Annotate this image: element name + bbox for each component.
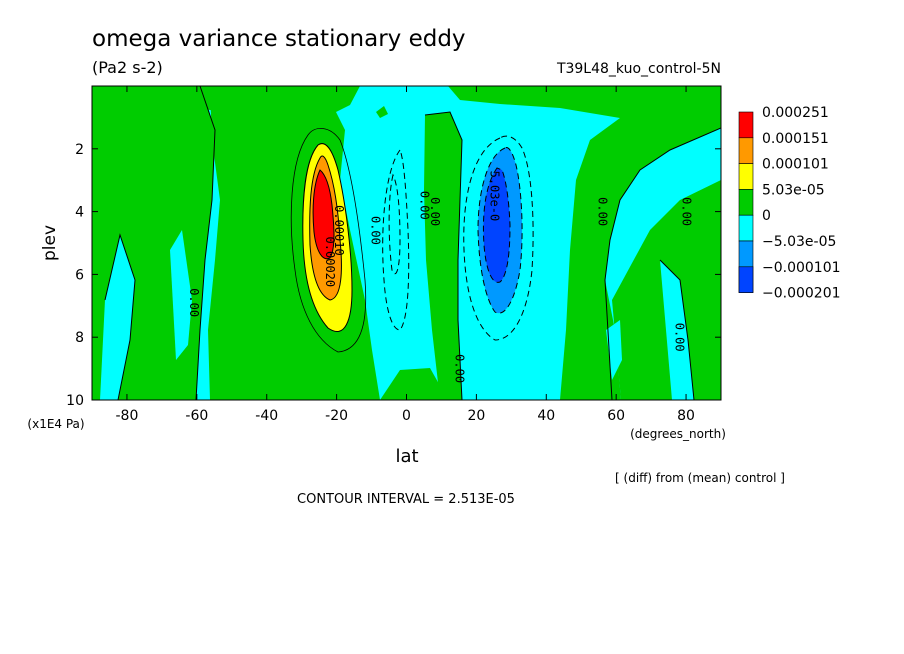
contour-label: 0.00 xyxy=(369,216,383,245)
contour-label: 0.00020 xyxy=(323,237,337,288)
contour-label: 0.00 xyxy=(452,354,466,383)
legend-label: 0 xyxy=(762,208,771,224)
legend-swatch xyxy=(738,189,754,216)
x-tick-label: 0 xyxy=(402,408,411,424)
x-tick-label: -40 xyxy=(255,408,278,424)
x-tick-label: -20 xyxy=(325,408,348,424)
y-tick-label: 10 xyxy=(66,393,84,409)
diff-note: [ (diff) from (mean) control ] xyxy=(615,471,785,485)
contour-label: 0.00010 xyxy=(332,205,346,256)
x-tick-label: 80 xyxy=(677,408,695,424)
x-tick-label: -80 xyxy=(116,408,139,424)
y-tick-label: 2 xyxy=(75,142,84,158)
x-axis-title: lat xyxy=(395,446,418,467)
legend-label: 0.000251 xyxy=(762,105,829,121)
legend-swatch xyxy=(738,163,754,190)
contour-interval: CONTOUR INTERVAL = 2.513E-05 xyxy=(297,492,515,507)
contour-label: 0.00 xyxy=(680,197,694,226)
legend-label: −5.03e-05 xyxy=(762,234,836,250)
green-region-south xyxy=(380,368,448,400)
contour-label: 0.00 xyxy=(428,197,442,226)
cyan-tongue-west2 xyxy=(170,230,192,360)
legend-label: 5.03e-05 xyxy=(762,182,825,198)
negative-contour-lines xyxy=(382,135,534,341)
legend-swatch-bottom xyxy=(738,266,754,293)
contour-label: 0.00 xyxy=(187,288,201,317)
green-region-top xyxy=(92,86,360,125)
contour-field: 0.000.000.000.000.000.00 0.000.000.000100… xyxy=(92,86,721,400)
cyan-wedge xyxy=(345,110,380,175)
blue-lobe-inner xyxy=(483,168,510,283)
cyan-col-east xyxy=(660,260,694,400)
y-tick-label: 4 xyxy=(75,205,84,221)
legend-swatch xyxy=(738,240,754,268)
green-patch-tiny xyxy=(376,106,388,118)
chart-title: omega variance stationary eddy xyxy=(92,26,466,52)
legend-label: −0.000101 xyxy=(762,260,841,276)
color-legend: 0.000251 0.000151 0.000101 5.03e-05 0 −5.03e-… xyxy=(738,105,841,302)
x-axis-units: (degrees_north) xyxy=(630,427,726,441)
y-axis-units: (x1E4 Pa) xyxy=(27,417,84,431)
green-region-center xyxy=(424,112,462,400)
axes: -80 -60 -40 -20 0 20 40 60 80 2 4 6 8 10 xyxy=(66,86,721,424)
contour-label: 0.00 xyxy=(417,191,431,220)
x-tick-label: -60 xyxy=(185,408,208,424)
contour-label: 5.03e-0 xyxy=(487,171,501,222)
green-region-ne xyxy=(448,86,721,400)
cyan-small-east xyxy=(606,320,622,380)
legend-label: 0.000101 xyxy=(762,157,829,173)
contour-label: 0.00 xyxy=(596,197,610,226)
legend-label: −0.000201 xyxy=(762,286,841,302)
contour-label: 0.00 xyxy=(673,323,687,352)
y-axis-title: plev xyxy=(40,225,60,261)
x-tick-label: 40 xyxy=(537,408,555,424)
contour-labels: 0.000.000.000.000.000.00 0.000.000.000100… xyxy=(187,171,694,383)
legend-swatch xyxy=(738,111,754,139)
y-tick-label: 8 xyxy=(75,330,84,346)
legend-swatch xyxy=(738,214,754,242)
contour-lines xyxy=(92,86,721,400)
units-label: (Pa2 s-2) xyxy=(92,58,163,77)
x-tick-label: 20 xyxy=(467,408,485,424)
red-core xyxy=(313,170,334,259)
legend-label: 0.000151 xyxy=(762,131,829,147)
x-tick-label: 60 xyxy=(607,408,625,424)
legend-swatch xyxy=(738,137,754,164)
y-tick-label: 6 xyxy=(75,267,84,283)
run-label: T39L48_kuo_control-5N xyxy=(556,61,721,77)
